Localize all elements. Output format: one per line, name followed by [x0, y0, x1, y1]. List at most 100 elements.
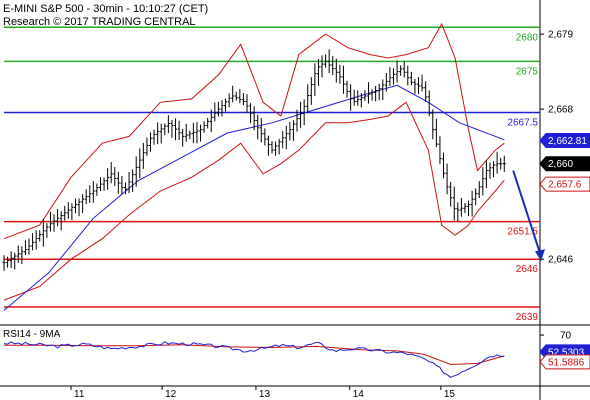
x-tick-label: 12 — [165, 389, 177, 400]
y-tick-label: 2,668 — [548, 105, 573, 116]
price-bar — [56, 209, 60, 227]
price-bar — [13, 252, 17, 270]
price-bar — [109, 162, 113, 184]
price-bar — [481, 167, 485, 196]
price-bar — [199, 124, 203, 142]
level-label-2680: 2680 — [516, 32, 539, 43]
price-bar — [134, 156, 138, 187]
price-bar — [431, 109, 435, 140]
time-axis: 11 12 13 14 15 — [0, 385, 590, 400]
price-bar — [456, 202, 460, 222]
price-bar — [23, 240, 27, 256]
price-bar — [316, 58, 320, 86]
moving-average-line — [3, 84, 505, 311]
price-bar — [352, 89, 356, 106]
price-bar — [63, 205, 67, 221]
price-bar — [220, 100, 224, 117]
tag-bollinger-text: 2,657.6 — [548, 180, 582, 191]
price-bar — [463, 202, 467, 214]
price-bar — [417, 77, 421, 94]
price-bar — [484, 160, 488, 189]
price-bar — [227, 93, 231, 108]
price-bar — [2, 255, 6, 271]
price-bar — [420, 74, 424, 92]
price-bar — [338, 64, 342, 84]
price-bar — [263, 128, 267, 146]
price-bar — [467, 200, 471, 217]
price-bar — [434, 118, 438, 148]
bollinger-lower-line — [3, 101, 505, 301]
price-bar — [427, 90, 431, 117]
price-bar — [274, 141, 278, 156]
price-bar — [191, 122, 195, 144]
price-bar — [384, 72, 388, 92]
rsi-tag-rsi_ma-text: 51.5886 — [548, 357, 585, 368]
price-bar — [77, 198, 81, 217]
price-bar — [309, 77, 313, 105]
x-tick-label: 14 — [353, 389, 365, 400]
price-bar — [381, 79, 385, 101]
price-bar — [266, 135, 270, 156]
price-bar — [424, 81, 428, 102]
price-bar — [59, 211, 63, 231]
price-bar — [291, 120, 295, 141]
price-bar — [374, 86, 378, 102]
price-bar — [349, 84, 353, 111]
price-bar — [281, 130, 285, 149]
price-bar — [234, 91, 238, 101]
price-bar — [159, 123, 163, 144]
price-bar — [102, 177, 106, 191]
price-bar — [66, 202, 70, 219]
price-bar — [245, 94, 249, 113]
price-bar — [84, 189, 88, 205]
level-label-2639: 2639 — [516, 312, 539, 323]
price-bar — [359, 93, 363, 108]
price-bar — [277, 138, 281, 155]
price-bar — [120, 175, 124, 195]
price-bar — [38, 230, 42, 242]
x-tick-label: 15 — [444, 389, 456, 400]
price-bar — [256, 114, 260, 140]
x-tick-label: 11 — [74, 389, 85, 400]
rsi-title: RSI14 - 9MA — [3, 329, 61, 340]
price-bar — [270, 141, 274, 154]
level-label-2675: 2675 — [516, 66, 539, 77]
price-bar — [413, 79, 417, 94]
tag-moving_average-box — [539, 133, 590, 149]
price-bar — [91, 181, 95, 203]
price-bar — [238, 89, 242, 104]
price-bar — [452, 186, 456, 221]
price-bar — [177, 120, 181, 140]
price-bar — [495, 151, 499, 174]
price-bar — [31, 233, 35, 251]
forecast-arrow-shaft — [512, 170, 541, 254]
price-bar — [127, 172, 131, 194]
rsi-line — [3, 341, 505, 378]
price-bar — [409, 71, 413, 86]
price-bar — [252, 106, 256, 131]
price-bar — [9, 251, 13, 268]
price-bar — [73, 198, 77, 214]
price-bar — [388, 67, 392, 86]
price-bar — [477, 181, 481, 198]
price-bar — [377, 83, 381, 101]
price-bar — [231, 85, 235, 103]
price-bar — [138, 148, 142, 179]
tag-price: 2,660 — [539, 156, 590, 172]
price-bar — [34, 230, 38, 250]
price-bar — [259, 118, 263, 143]
price-bar — [295, 109, 299, 132]
price-bar — [324, 54, 328, 68]
price-bar — [366, 82, 370, 104]
price-bar — [48, 211, 52, 232]
price-bar — [213, 102, 217, 122]
price-bar — [327, 49, 331, 74]
price-bar — [334, 58, 338, 83]
tag-price-text: 2,660 — [548, 159, 573, 170]
price-bar — [459, 197, 463, 217]
rsi-tag-rsi_ma: 51.5886 — [539, 354, 590, 370]
level-label-2667.5: 2667.5 — [507, 118, 538, 129]
price-bar — [195, 121, 199, 144]
